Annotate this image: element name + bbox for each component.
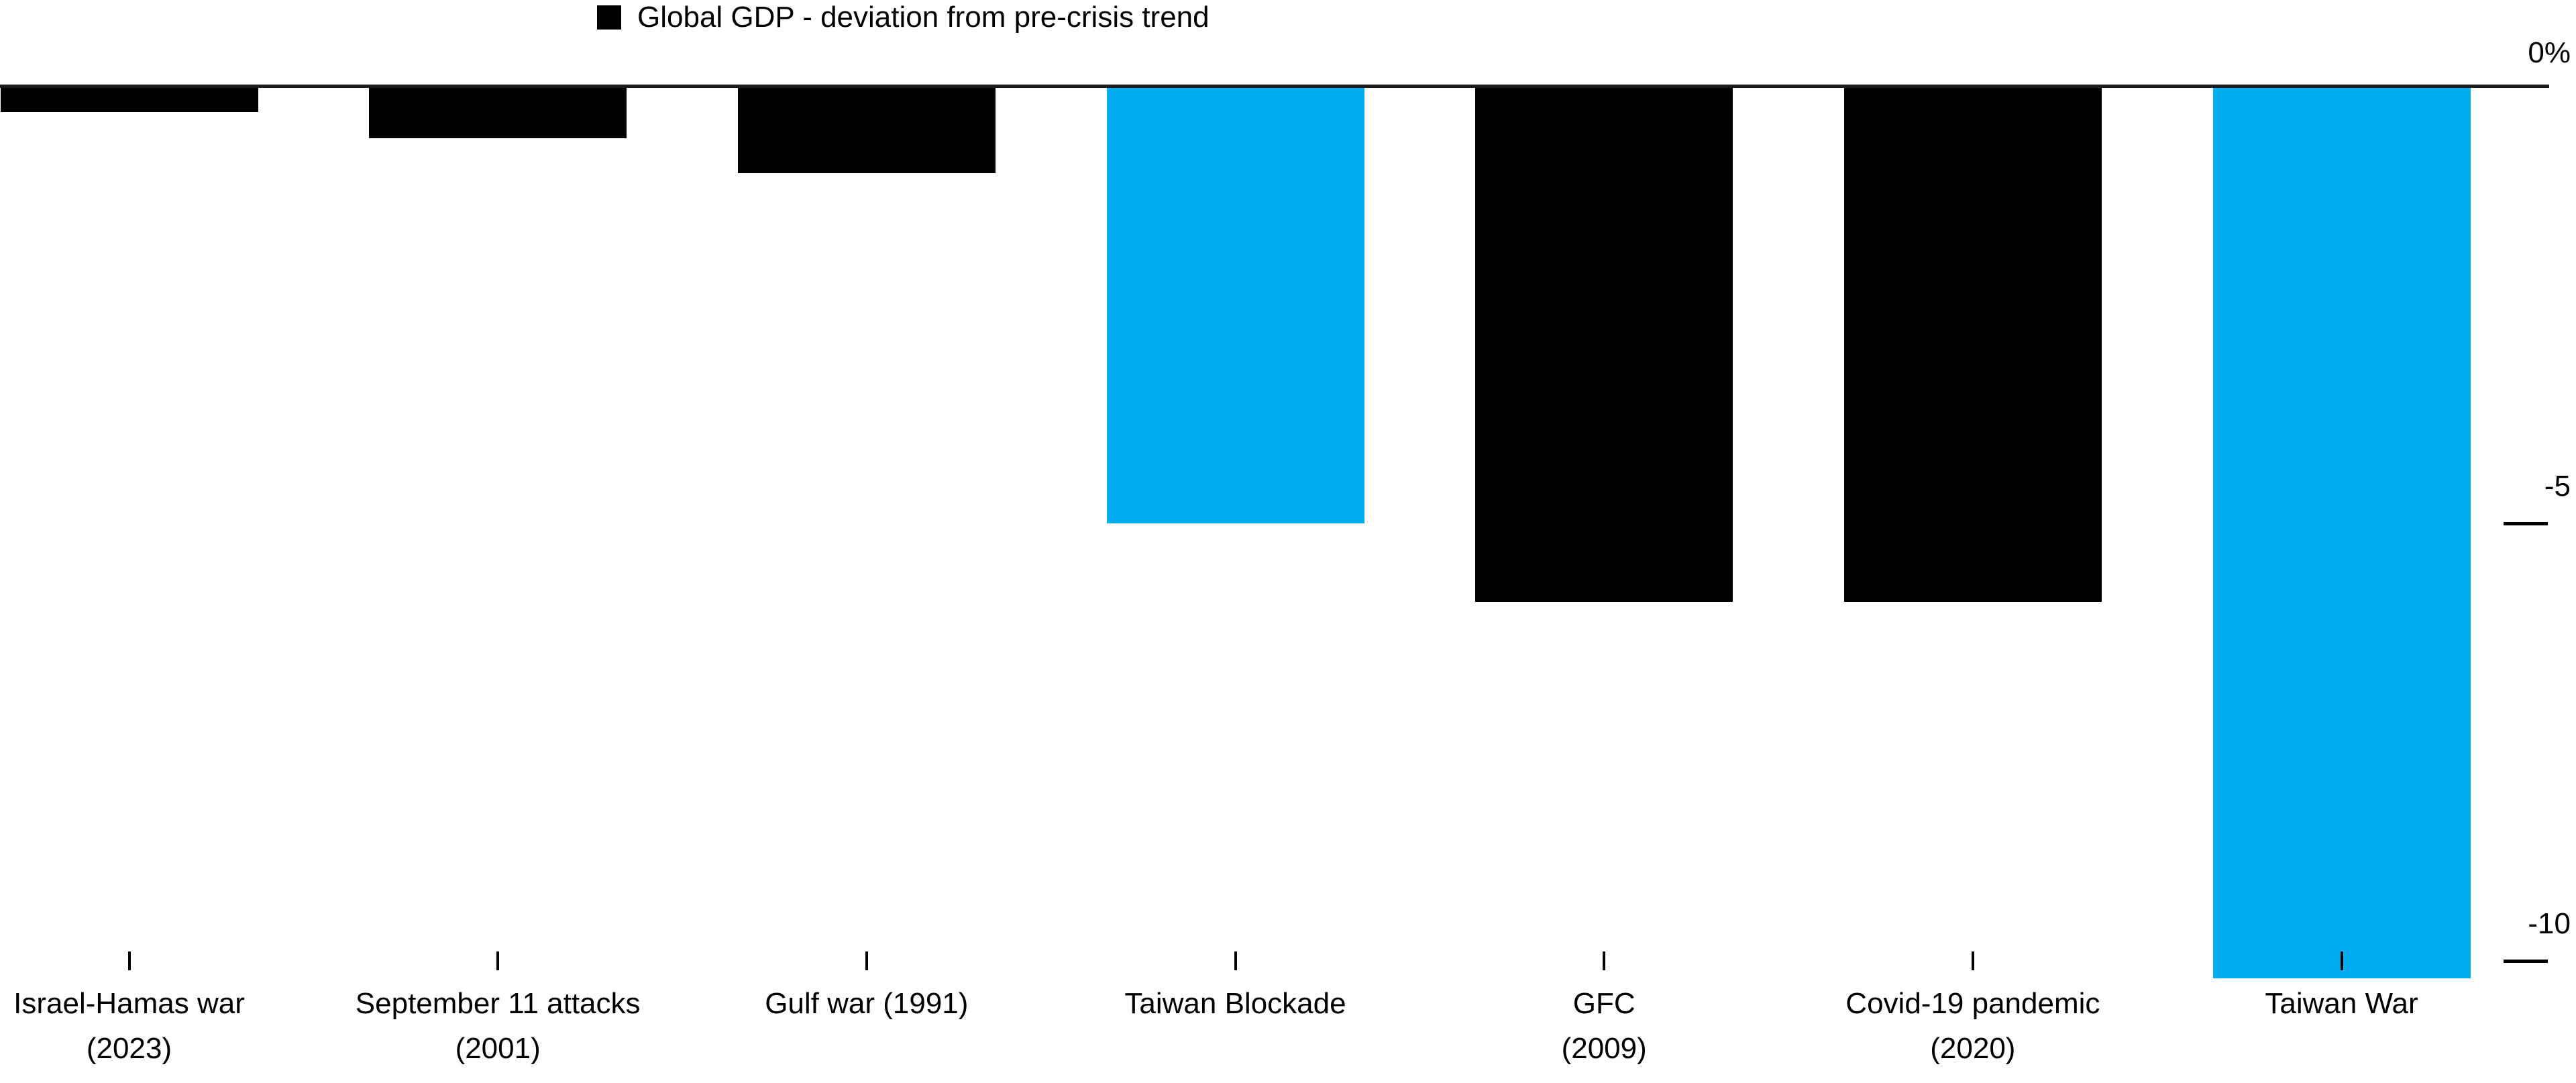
category-label-line: (2020) bbox=[1930, 1032, 2016, 1065]
category-label-line: Taiwan Blockade bbox=[1124, 987, 1346, 1020]
bar-gulf-war-1991 bbox=[737, 88, 996, 174]
x-tick-september-11-attacks-2001 bbox=[496, 951, 500, 970]
category-label-taiwan-war: Taiwan War bbox=[2141, 981, 2543, 1026]
category-label-line: (2001) bbox=[455, 1032, 541, 1065]
x-tick-gfc-2009 bbox=[1603, 951, 1606, 970]
y-tick-label-10: -10 bbox=[2528, 907, 2571, 940]
zero-baseline bbox=[0, 85, 2549, 88]
category-label-israel-hamas-war-2023: Israel-Hamas war (2023) bbox=[0, 981, 331, 1071]
category-label-gulf-war-1991: Gulf war (1991) bbox=[665, 981, 1068, 1026]
category-label-line: (2023) bbox=[86, 1032, 172, 1065]
x-tick-taiwan-war bbox=[2340, 951, 2343, 970]
bar-gfc-2009 bbox=[1475, 88, 1733, 603]
bar-september-11-attacks-2001 bbox=[369, 88, 627, 139]
legend-label: Global GDP - deviation from pre-crisis t… bbox=[637, 1, 1210, 34]
category-label-line: Gulf war (1991) bbox=[765, 987, 969, 1020]
bar-israel-hamas-war-2023 bbox=[0, 88, 258, 113]
legend-swatch-icon bbox=[597, 5, 621, 30]
category-label-line: Taiwan War bbox=[2265, 987, 2418, 1020]
category-label-september-11-attacks-2001: September 11 attacks (2001) bbox=[297, 981, 699, 1071]
category-label-taiwan-blockade: Taiwan Blockade bbox=[1034, 981, 1437, 1026]
category-label-line: September 11 attacks bbox=[355, 987, 641, 1020]
x-tick-covid-19-pandemic-2020 bbox=[1971, 951, 1974, 970]
bar-covid-19-pandemic-2020 bbox=[1843, 88, 2102, 603]
x-tick-gulf-war-1991 bbox=[865, 951, 868, 970]
bar-taiwan-war bbox=[2212, 88, 2471, 979]
x-tick-israel-hamas-war-2023 bbox=[127, 951, 131, 970]
bar-taiwan-blockade bbox=[1106, 88, 1364, 523]
y-tick-line-10 bbox=[2504, 960, 2548, 963]
y-tick-label-5: -5 bbox=[2544, 470, 2571, 503]
x-tick-taiwan-blockade bbox=[1234, 951, 1237, 970]
y-tick-line-5 bbox=[2504, 522, 2548, 525]
y-tick-label-0: 0% bbox=[2528, 36, 2571, 69]
chart-legend: Global GDP - deviation from pre-crisis t… bbox=[597, 1, 1210, 34]
category-label-line: GFC bbox=[1572, 987, 1635, 1020]
category-label-line: Covid-19 pandemic bbox=[1845, 987, 2100, 1020]
category-label-line: (2009) bbox=[1561, 1032, 1647, 1065]
category-label-gfc-2009: GFC (2009) bbox=[1403, 981, 1805, 1071]
category-label-covid-19-pandemic-2020: Covid-19 pandemic (2020) bbox=[1772, 981, 2174, 1071]
category-label-line: Israel-Hamas war bbox=[13, 987, 245, 1020]
